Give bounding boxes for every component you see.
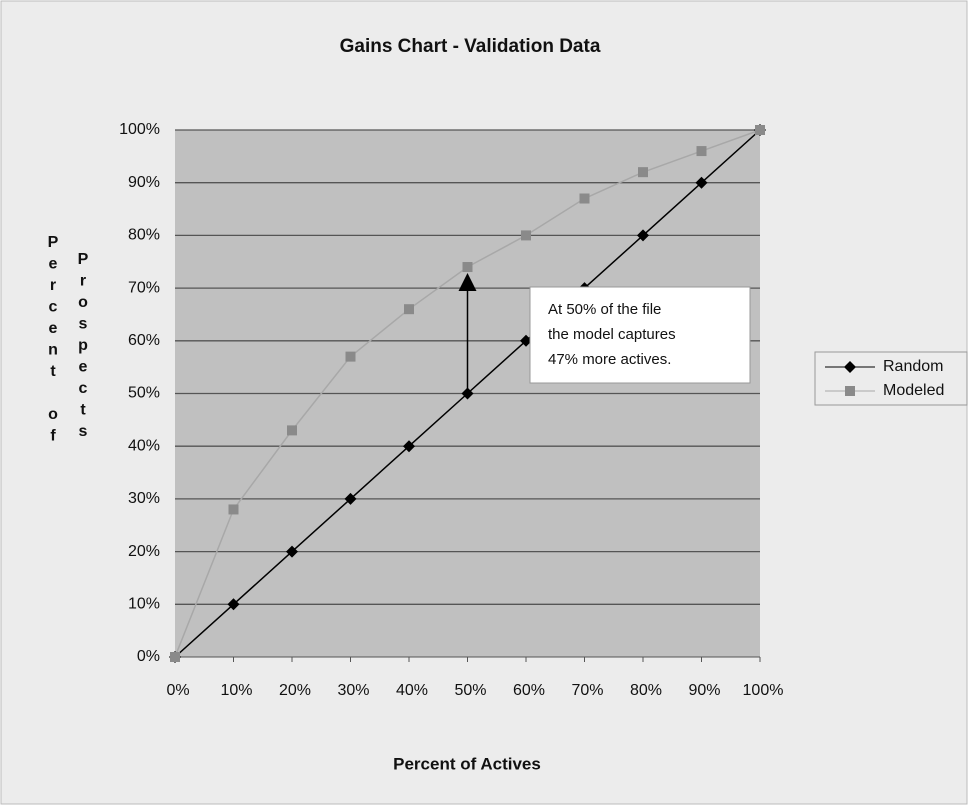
annotation-arrowhead: [458, 273, 477, 292]
annotation-box: [529, 286, 751, 384]
data-point: [462, 262, 473, 273]
annotation-text: the model captures: [548, 326, 676, 343]
y-tick-label: 70%: [128, 279, 160, 296]
data-point: [520, 334, 532, 347]
x-tick-label: 10%: [220, 682, 252, 699]
y-tick-label: 100%: [119, 121, 160, 138]
y-tick-label: 30%: [128, 490, 160, 507]
y-tick-label: 0%: [137, 648, 160, 665]
legend-box: [814, 351, 968, 406]
x-tick-label: 60%: [513, 682, 545, 699]
y-tick-label: 60%: [128, 332, 160, 349]
data-point: [227, 598, 240, 611]
data-point: [345, 351, 356, 362]
x-tick-label: 70%: [571, 682, 603, 699]
x-tick-label: 50%: [454, 682, 486, 699]
data-point: [696, 146, 707, 157]
y-tick-label: 80%: [128, 227, 160, 244]
x-tick-label: 20%: [279, 682, 311, 699]
y-tick-label: 20%: [128, 543, 160, 560]
legend-marker: [844, 361, 856, 373]
data-point: [403, 440, 415, 453]
y-tick-label: 10%: [128, 596, 160, 613]
annotation-text: 47% more actives.: [548, 351, 671, 368]
x-axis-label: Percent of Actives: [393, 754, 541, 773]
data-point: [695, 176, 708, 189]
x-tick-label: 30%: [337, 682, 369, 699]
y-tick-label: 40%: [128, 437, 160, 454]
data-point: [404, 304, 414, 315]
legend-label: Random: [883, 358, 943, 375]
annotation-text: At 50% of the file: [548, 301, 661, 318]
y-tick-label: 50%: [128, 385, 160, 402]
y-tick-label: 90%: [128, 174, 160, 191]
data-point: [637, 229, 649, 242]
data-point: [228, 504, 239, 515]
x-tick-label: 100%: [743, 682, 784, 699]
legend-marker: [845, 386, 855, 396]
data-point: [638, 167, 648, 178]
data-point: [344, 492, 357, 505]
chart-title: Gains Chart - Validation Data: [340, 36, 601, 57]
data-point: [755, 125, 765, 135]
x-tick-label: 0%: [166, 682, 189, 699]
x-tick-label: 80%: [630, 682, 662, 699]
data-point: [170, 652, 180, 662]
x-tick-label: 40%: [396, 682, 428, 699]
legend-label: Modeled: [883, 382, 944, 399]
x-tick-label: 90%: [688, 682, 720, 699]
data-point: [579, 193, 590, 204]
data-point: [521, 230, 531, 241]
data-point: [286, 545, 298, 558]
data-point: [287, 425, 297, 436]
